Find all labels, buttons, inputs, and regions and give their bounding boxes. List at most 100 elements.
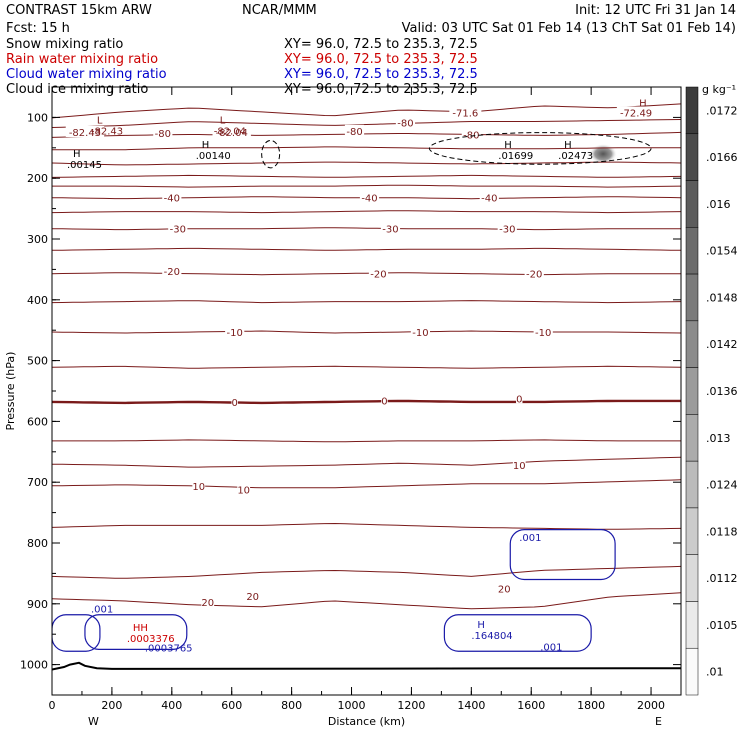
x-tick-label: 0	[49, 699, 56, 712]
colorbar-level: .0105	[706, 619, 738, 632]
colorbar-level: .013	[706, 432, 731, 445]
cloud-ice-contour	[261, 140, 281, 169]
colorbar-swatch	[685, 507, 699, 555]
contour-label: -80	[397, 118, 413, 129]
cloud-water-label: .001	[519, 533, 541, 544]
axes: 0 200 400 600 800 1000 1200 1400 1600 1800 2000100…	[4, 86, 682, 728]
field-xy: XY= 96.0, 72.5 to 235.3, 72.5	[284, 37, 478, 52]
x-tick-label: 1400	[457, 699, 485, 712]
contour-label-bg	[212, 125, 251, 137]
contour-label-bg	[368, 267, 389, 279]
contour-label-bg	[344, 124, 365, 136]
extremum-marker: H	[504, 140, 512, 151]
contour-label-bg	[410, 326, 431, 338]
terrain-line	[52, 661, 681, 671]
contour-label-bg	[616, 106, 656, 118]
extremum-marker: H	[73, 149, 81, 160]
contour-label-bg	[380, 222, 401, 234]
contour-label: -20	[164, 267, 180, 278]
contour-label: 20	[201, 598, 214, 609]
extremum-marker: L	[220, 115, 226, 126]
field-xy: XY= 96.0, 72.5 to 235.3, 72.5	[284, 82, 478, 97]
extremum-value: -82.04	[214, 126, 246, 137]
temperature-contour	[52, 456, 681, 468]
y-tick-label: 600	[27, 415, 48, 428]
x-tick-label: 1800	[577, 699, 605, 712]
contour-label-bg	[479, 191, 499, 203]
contour-label-bg	[524, 267, 544, 279]
colorbar-swatch	[685, 133, 699, 181]
x-tick-label: 1000	[338, 699, 366, 712]
contour-label-bg	[237, 483, 251, 495]
y-tick-label: 800	[27, 537, 48, 550]
contour-label-bg	[497, 582, 511, 594]
init-time: Init: 12 UTC Fri 31 Jan 14	[575, 3, 736, 18]
temperature-contour	[52, 565, 681, 579]
x-tick-label: 600	[221, 699, 242, 712]
colorbar-swatch	[685, 227, 699, 275]
temperature-contour	[52, 592, 681, 610]
y-tick-label: 500	[27, 355, 48, 368]
extremum-value: .0003765	[145, 643, 193, 654]
contour-label: -72.49	[620, 109, 652, 120]
colorbar-swatch	[685, 320, 699, 368]
contour-label: -20	[526, 270, 542, 281]
contour-label-bg	[512, 459, 526, 471]
contour-label-bg	[201, 595, 215, 607]
contour-label: -30	[170, 225, 186, 236]
x-tick-label: 800	[281, 699, 302, 712]
colorbar-level: .0172	[706, 104, 738, 117]
east-label: E	[655, 715, 662, 728]
contour-label: 0	[381, 397, 387, 408]
contour-label-bg	[168, 222, 188, 234]
temperature-contour	[52, 439, 681, 443]
contour-label: -71.6	[452, 109, 478, 120]
contour-label: -82.04	[216, 128, 248, 139]
colorbar-swatch	[685, 86, 699, 135]
x-tick-label: 1200	[397, 699, 425, 712]
x-tick-label: 400	[161, 699, 182, 712]
extremum-value: .00145	[67, 160, 102, 171]
contour-label-bg	[153, 127, 173, 139]
contour-label: 10	[513, 461, 526, 472]
temperature-contour	[52, 103, 681, 119]
temperature-contour	[52, 300, 681, 304]
temperature-contour	[52, 146, 681, 151]
colorbar-level: .0136	[706, 385, 738, 398]
contour-label-bg	[461, 128, 481, 140]
extremum-marker: H	[477, 620, 485, 631]
contour-label: -10	[412, 328, 428, 339]
contour-label: -20	[370, 270, 386, 281]
contour-label: -30	[499, 225, 515, 236]
temperature-contour	[52, 210, 681, 214]
colorbar: .0172 .0166 .016 .0154 .0148 .0142 .0136 .013 .0…	[685, 83, 738, 696]
field-legend: Snow mixing ratio XY= 96.0, 72.5 to 235.3…	[6, 37, 478, 97]
contour-label-bg	[449, 106, 482, 118]
cloud-water-label: .001	[91, 605, 113, 616]
contour-label: -40	[481, 194, 497, 205]
contour-label: 10	[237, 485, 250, 496]
x-tick-label: 2000	[637, 699, 665, 712]
contour-label: 0	[516, 394, 522, 405]
plot-frame	[51, 86, 682, 696]
temperature-contour	[52, 131, 681, 138]
y-tick-label: 900	[27, 598, 48, 611]
y-tick-label: 400	[27, 294, 48, 307]
extremum-marker: H	[564, 140, 572, 151]
field-xy: XY= 96.0, 72.5 to 235.3, 72.5	[284, 67, 478, 82]
colorbar-level: .0154	[706, 245, 738, 258]
contour-label: -10	[227, 328, 243, 339]
temperature-contour	[52, 330, 681, 334]
contour-label: -80	[155, 129, 171, 140]
temperature-contour	[52, 174, 681, 178]
extremum-marker: L	[97, 115, 103, 126]
contour-label-bg	[162, 191, 182, 203]
field-name: Cloud water mixing ratio	[6, 67, 167, 82]
field-name: Snow mixing ratio	[6, 37, 123, 52]
y-tick-label: 200	[27, 172, 48, 185]
contour-label: 20	[246, 592, 259, 603]
extremum-value: .0003376	[127, 634, 175, 645]
colorbar-swatch	[685, 367, 699, 415]
temperature-contour	[52, 399, 681, 405]
